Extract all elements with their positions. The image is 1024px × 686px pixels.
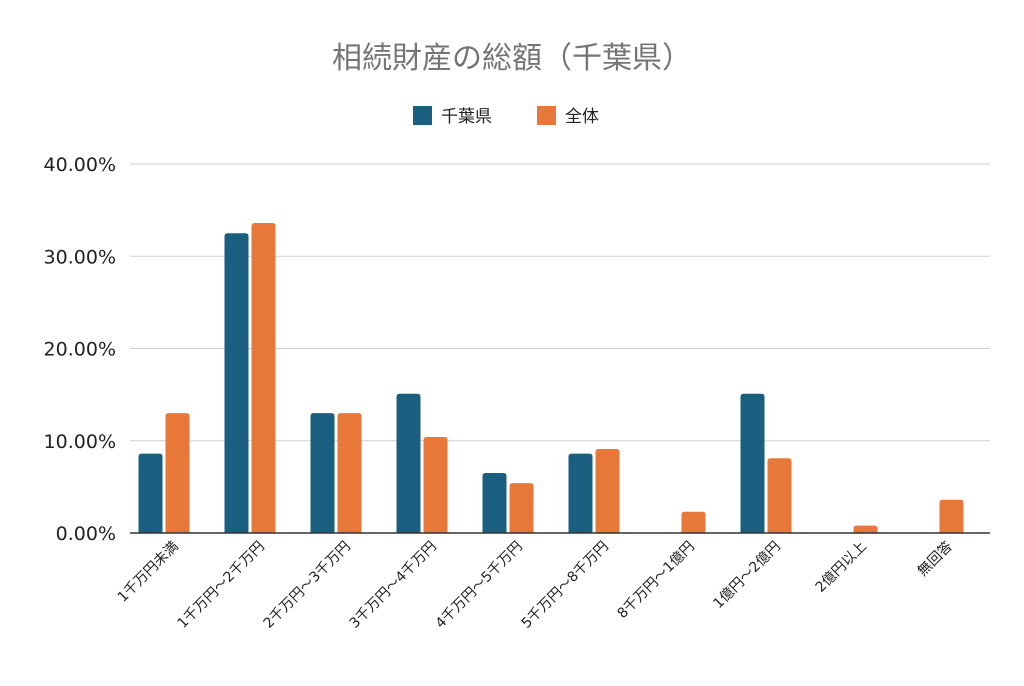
bar-total: [423, 437, 448, 533]
legend: 千葉県 全体: [413, 106, 599, 127]
y-tick-label: 40.00%: [44, 154, 116, 176]
x-tick-label: 無回答: [914, 538, 956, 580]
y-axis-ticks: 0.00% 10.00% 20.00% 30.00% 40.00%: [44, 154, 116, 545]
bar-total: [853, 525, 878, 533]
x-tick-label: 5千万円～8千万円: [519, 539, 612, 632]
bar-total: [595, 449, 620, 533]
bar-total: [681, 511, 706, 533]
y-tick-label: 0.00%: [56, 523, 116, 545]
x-tick-label: 1千万円～2千万円: [175, 539, 268, 632]
bar-total: [251, 223, 276, 534]
bar-chiba: [568, 453, 593, 533]
legend-swatch-total: [537, 106, 556, 125]
bar-chiba: [138, 453, 163, 533]
bar-total: [939, 499, 964, 533]
x-tick-label: 1億円～2億円: [710, 539, 783, 612]
bar-chiba: [740, 393, 765, 533]
x-tick-label: 3千万円～4千万円: [347, 539, 440, 632]
x-axis-ticks: 1千万円未満1千万円～2千万円2千万円～3千万円3千万円～4千万円4千万円～5千…: [115, 538, 956, 632]
x-tick-label: 2億円以上: [813, 539, 870, 596]
legend-label-total: 全体: [565, 107, 599, 127]
y-tick-label: 30.00%: [44, 246, 116, 268]
x-tick-label: 2千万円～3千万円: [261, 539, 354, 632]
bar-total: [337, 413, 362, 533]
bar-chiba: [482, 473, 507, 533]
chart-title: 相続財産の総額（千葉県）: [332, 41, 692, 76]
y-tick-label: 10.00%: [44, 431, 116, 453]
bar-chiba: [396, 393, 421, 533]
bar-total: [165, 413, 190, 533]
legend-swatch-chiba: [413, 106, 432, 125]
x-tick-label: 8千万円～1億円: [615, 539, 698, 622]
x-tick-label: 1千万円未満: [115, 539, 182, 606]
bar-chiba: [224, 233, 249, 533]
bar-chiba: [310, 413, 335, 533]
legend-label-chiba: 千葉県: [441, 107, 492, 127]
bars: [138, 223, 964, 534]
bar-total: [509, 483, 534, 533]
x-tick-label: 4千万円～5千万円: [433, 539, 526, 632]
y-tick-label: 20.00%: [44, 339, 116, 361]
bar-total: [767, 458, 792, 533]
